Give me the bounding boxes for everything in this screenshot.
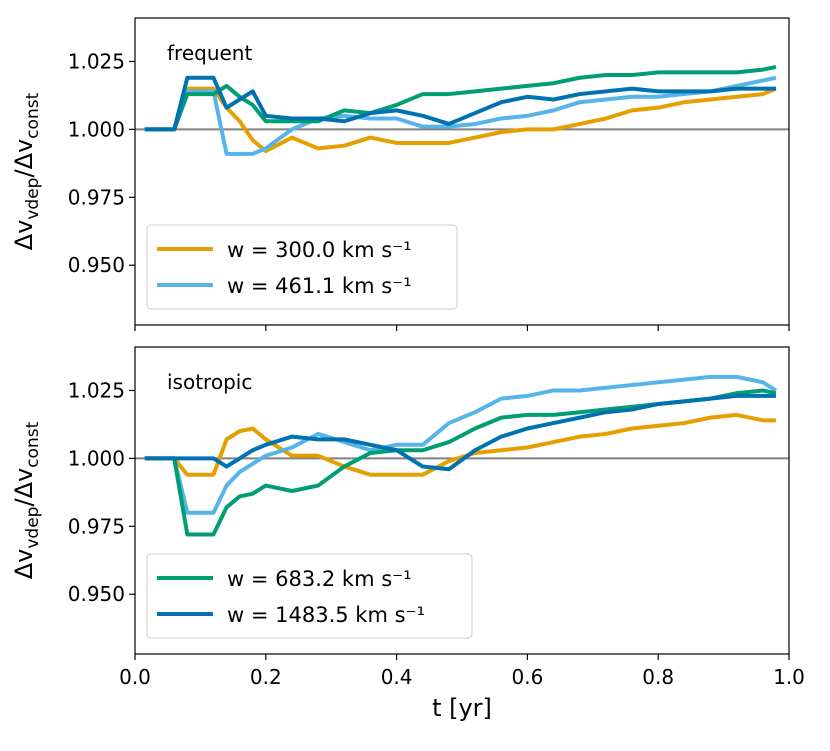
panel-annotation: isotropic [167,370,252,394]
x-tick-label: 0.4 [381,665,413,689]
y-tick-label: 1.025 [68,378,125,402]
data-line [144,393,776,472]
legend-label: w = 300.0 km s⁻¹ [227,238,412,262]
legend-box [146,224,458,310]
y-label-subscript: const [23,421,43,467]
y-label-subscript: vdep [23,507,43,549]
legend-label: w = 1483.5 km s⁻¹ [227,603,425,627]
y-label-part: Δv [10,220,38,251]
y-label-part: Δv [10,549,38,580]
x-axis-label: t [yr] [432,694,492,722]
panel: 0.950 0.975 1.000 1.025 frequent Δvvdep/Δvcon… [10,17,790,331]
y-label-subscript: const [23,92,43,138]
y-tick-label: 1.025 [68,49,125,73]
y-tick-label: 0.950 [68,582,125,606]
y-label-subscript: vdep [23,178,43,220]
panel-annotation: frequent [167,41,252,65]
legend-box [146,553,473,639]
x-tick-label: 0.6 [511,665,543,689]
legend-label: w = 683.2 km s⁻¹ [227,567,412,591]
y-tick-label: 0.975 [68,185,125,209]
y-axis-label: Δvvdep/Δvconst [10,421,43,579]
y-tick-label: 1.000 [68,117,125,141]
y-label-part: /Δv [10,139,38,178]
x-tick-label: 1.0 [773,665,805,689]
x-tick-label: 0.2 [250,665,282,689]
panel: 0.950 0.975 1.000 1.025 0.0 0.2 0.4 0.6 0.8 1.0 is… [10,346,805,722]
plot-frame [134,346,790,655]
data-line [144,75,777,156]
y-tick-label: 1.000 [68,446,125,470]
y-tick-label: 0.975 [68,514,125,538]
y-label-part: /Δv [10,468,38,507]
legend-label: w = 461.1 km s⁻¹ [227,274,412,298]
data-line [144,374,777,515]
data-line [144,64,777,132]
data-line [144,412,776,477]
data-line [144,75,776,132]
x-tick-label: 0.8 [642,665,674,689]
y-tick-label: 0.950 [68,253,125,277]
plot-frame [134,17,790,326]
y-axis-label: Δvvdep/Δvconst [10,92,43,250]
x-tick-label: 0.0 [119,665,151,689]
